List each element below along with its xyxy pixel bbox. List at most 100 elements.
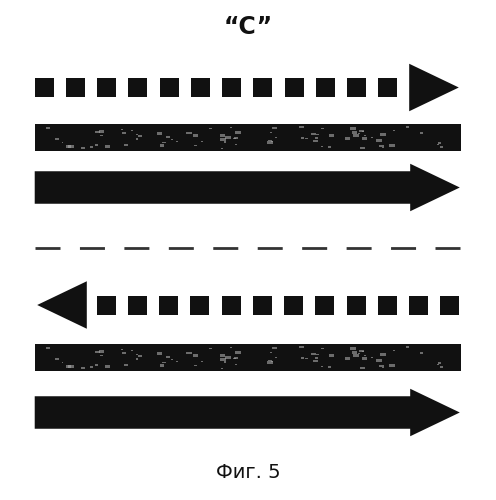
Bar [359, 350, 364, 352]
Bar [233, 138, 236, 140]
Bar [327, 144, 329, 146]
Bar [353, 354, 359, 358]
Bar [347, 296, 366, 314]
FancyArrow shape [35, 164, 460, 211]
Bar [253, 78, 272, 97]
Bar [122, 132, 126, 134]
Bar [124, 144, 128, 146]
Bar [55, 138, 60, 140]
Bar [235, 144, 237, 146]
Bar [378, 364, 384, 368]
Bar [230, 346, 232, 348]
Bar [440, 296, 459, 314]
Bar [345, 357, 350, 360]
Bar [62, 362, 63, 363]
Bar [136, 358, 138, 360]
Bar [271, 361, 273, 362]
Bar [364, 135, 366, 136]
Bar [305, 138, 308, 140]
Bar [222, 78, 241, 97]
Bar [268, 360, 272, 362]
Bar [162, 362, 166, 364]
Bar [46, 127, 50, 129]
Bar [253, 296, 272, 314]
Bar [230, 126, 232, 128]
Bar [420, 352, 424, 354]
Bar [194, 144, 197, 146]
Bar [236, 131, 241, 134]
Bar [220, 138, 226, 141]
Bar [67, 146, 73, 148]
Bar [312, 140, 317, 142]
Bar [97, 296, 116, 314]
Bar [138, 135, 142, 138]
Bar [201, 361, 203, 362]
Bar [209, 128, 212, 130]
Bar [378, 78, 397, 97]
Bar [220, 134, 225, 137]
Bar [376, 358, 382, 362]
Bar [437, 142, 441, 144]
Bar [225, 356, 231, 359]
Bar [363, 131, 365, 132]
Bar [121, 349, 123, 350]
Bar [316, 78, 335, 97]
Bar [389, 144, 395, 147]
Bar [65, 145, 71, 148]
Bar [160, 144, 164, 146]
Bar [105, 366, 110, 368]
Bar [35, 78, 54, 97]
Bar [380, 352, 386, 356]
Bar [327, 364, 329, 366]
Bar [186, 352, 191, 354]
Bar [122, 352, 126, 354]
Bar [378, 296, 397, 314]
Bar [378, 144, 384, 148]
Bar [350, 127, 356, 130]
Bar [67, 366, 73, 368]
Bar [285, 78, 304, 97]
Bar [345, 137, 350, 140]
Bar [363, 351, 365, 352]
Bar [201, 141, 203, 142]
Bar [157, 352, 162, 355]
Bar [90, 366, 93, 368]
Bar [362, 137, 367, 140]
FancyArrow shape [409, 64, 459, 112]
Bar [160, 364, 164, 366]
Bar [440, 366, 443, 368]
Bar [315, 354, 318, 356]
Bar [329, 354, 334, 356]
Bar [95, 130, 100, 132]
Bar [420, 132, 424, 134]
Bar [327, 146, 331, 148]
Bar [166, 356, 170, 358]
Bar [406, 346, 409, 348]
Bar [271, 141, 273, 142]
Bar [136, 138, 138, 140]
Bar [321, 366, 323, 367]
Bar [99, 350, 104, 352]
Bar [302, 358, 304, 359]
Bar [284, 296, 303, 314]
FancyArrow shape [35, 389, 460, 436]
Bar [272, 126, 277, 129]
Bar [136, 134, 138, 135]
Bar [437, 362, 441, 364]
Bar [81, 147, 85, 149]
Bar [315, 296, 334, 314]
Bar [171, 359, 173, 360]
Bar [350, 347, 356, 350]
Bar [312, 360, 317, 362]
Bar [166, 136, 170, 138]
Bar [66, 78, 85, 97]
Bar [46, 347, 50, 349]
Bar [194, 364, 197, 366]
Bar [128, 296, 147, 314]
Bar [159, 296, 178, 314]
Bar [233, 358, 236, 360]
Bar [270, 132, 272, 133]
Bar [128, 78, 147, 97]
Bar [65, 365, 71, 368]
Bar [171, 139, 173, 140]
